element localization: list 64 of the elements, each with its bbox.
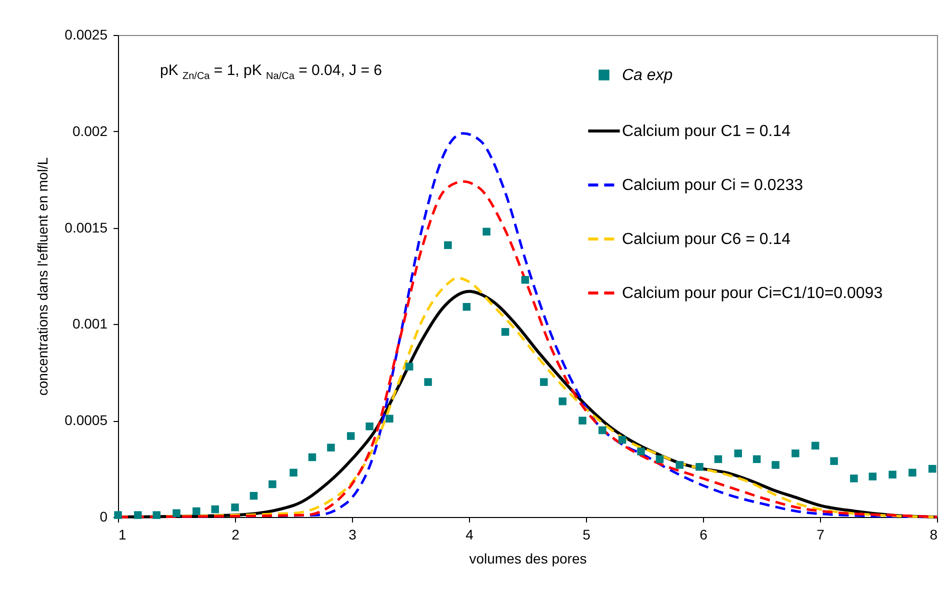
annotation: pK $_{Zn/Ca}$ = 1, pK $_{Na/Ca}$ = 0.04, J = 6 [160, 62, 382, 82]
point [308, 453, 316, 462]
point [772, 461, 780, 469]
point [752, 455, 761, 464]
point [540, 378, 548, 386]
point [134, 511, 142, 519]
point [366, 422, 374, 430]
point [656, 455, 664, 464]
x-tick-label: 2 [232, 526, 240, 542]
y-tick-label: 0.0005 [64, 412, 108, 428]
x-tick-label: 4 [466, 526, 474, 542]
point [734, 450, 742, 458]
point [696, 463, 704, 471]
point [578, 416, 586, 424]
y-tick-label: 0.0025 [64, 26, 108, 42]
point [250, 492, 258, 500]
point [405, 362, 414, 370]
x-tick-label: 1 [118, 526, 126, 542]
point [598, 426, 606, 434]
y-axis-title: concentrations dans l'effluent en mol/L [34, 157, 51, 396]
legend-label: Calcium pour C6 = 0.14 [622, 231, 791, 248]
point [501, 328, 510, 336]
point [268, 480, 276, 488]
x-tick-label: 7 [816, 526, 825, 542]
point [462, 302, 471, 311]
point [637, 448, 645, 456]
point [908, 468, 916, 477]
legend-label: Calcium pour Ci = 0.0233 [622, 177, 804, 194]
point [830, 457, 838, 465]
legend-label: Calcium pour C1 = 0.14 [622, 123, 791, 140]
point [521, 276, 530, 284]
x-tick-label: 8 [930, 526, 938, 542]
point [444, 241, 452, 250]
point [676, 461, 684, 469]
point [850, 474, 858, 482]
point [928, 464, 936, 473]
point [424, 378, 432, 386]
y-tick-label: 0 [100, 508, 108, 524]
point [386, 414, 394, 423]
point [152, 511, 160, 519]
point [192, 507, 200, 516]
x-tick-label: 3 [348, 526, 357, 542]
point [714, 455, 722, 464]
point [172, 509, 180, 518]
point [346, 432, 355, 440]
y-tick-label: 0.001 [72, 316, 108, 332]
point [211, 505, 219, 514]
point [868, 472, 877, 480]
point [482, 228, 490, 236]
point [231, 503, 239, 512]
y-tick-label: 0.0015 [64, 219, 108, 236]
x-axis-title: volumes des pores [469, 550, 587, 566]
x-tick-label: 5 [582, 526, 591, 542]
point [558, 397, 566, 406]
point [327, 444, 335, 452]
point [888, 470, 896, 478]
x-tick-label: 6 [700, 526, 708, 542]
point [792, 450, 800, 458]
y-tick-label: 0.002 [72, 122, 108, 139]
legend-label: Ca exp [622, 67, 673, 84]
point [290, 468, 298, 477]
legend-label: Calcium pour pour Ci=C1/10=0.0093 [622, 285, 883, 302]
point [811, 442, 820, 450]
point [618, 436, 626, 444]
